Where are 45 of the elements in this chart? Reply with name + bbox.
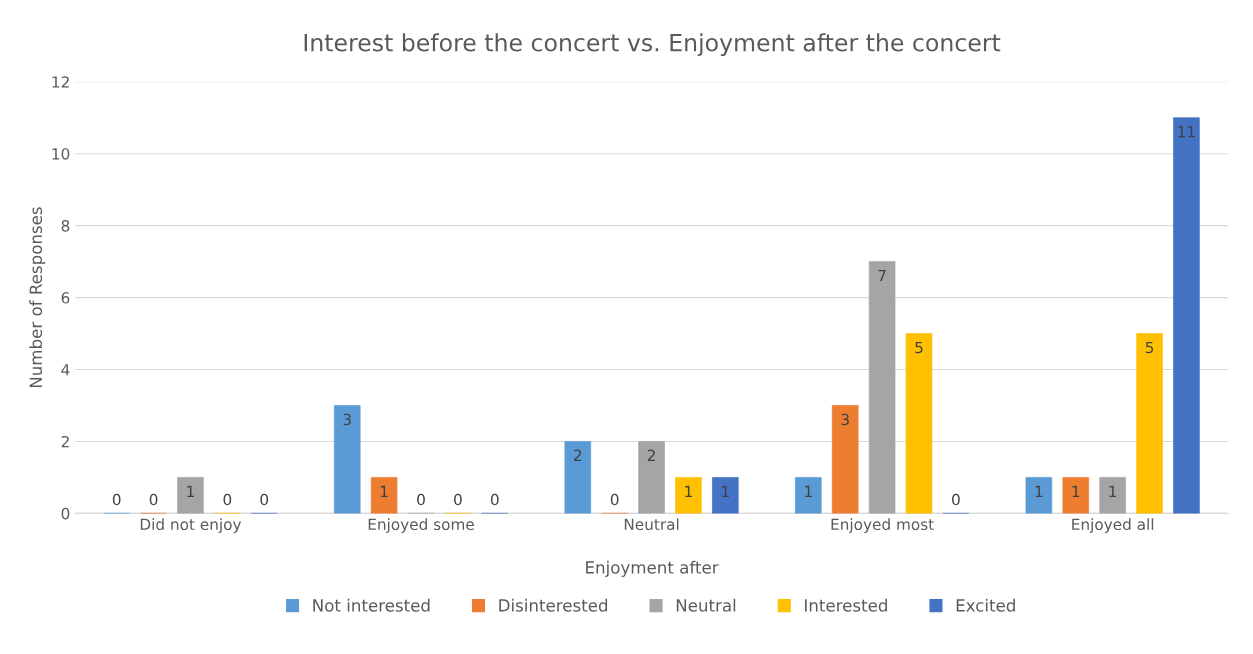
data-label: 1 (685, 485, 692, 497)
data-label: 3 (343, 413, 351, 426)
data-label: 0 (610, 493, 619, 506)
data-label: 0 (223, 493, 232, 506)
legend-label: Not interested (313, 598, 430, 612)
y-tick-label: 8 (61, 220, 70, 232)
data-label: 0 (490, 493, 499, 506)
x-tick-label: Enjoyed some (368, 518, 474, 534)
data-label: 1 (380, 485, 388, 497)
data-label: 5 (1145, 341, 1154, 354)
y-axis-title: Number of Responses (29, 207, 46, 388)
x-tick-label: Did not enjoy (140, 518, 242, 534)
data-label: 7 (878, 269, 886, 282)
data-label: 5 (915, 341, 923, 354)
y-tick-label: 10 (52, 148, 70, 160)
x-tick-label: Neutral (624, 518, 679, 531)
y-tick-label: 2 (61, 435, 69, 448)
data-label: 0 (454, 493, 462, 506)
data-label: 0 (417, 493, 425, 506)
chart-title: Interest before the concert vs. Enjoyment after the concert (304, 33, 1001, 57)
x-tick-label: Enjoyed all (1072, 518, 1154, 534)
data-label: 0 (149, 493, 158, 506)
data-label: 2 (574, 449, 582, 461)
x-tick-label: Enjoyed most (831, 518, 934, 534)
legend-label: Neutral (676, 598, 736, 612)
data-label: 11 (1178, 126, 1195, 138)
y-tick-label: 4 (61, 364, 70, 376)
data-label: 3 (841, 413, 849, 426)
data-label: 0 (260, 493, 269, 506)
data-label: 1 (1109, 485, 1117, 497)
legend-label: Disinterested (499, 598, 608, 612)
legend-label: Excited (956, 598, 1015, 612)
data-label: 1 (1072, 485, 1080, 497)
data-label: 1 (805, 485, 812, 497)
data-label: 1 (722, 485, 729, 497)
x-axis-title: Enjoyment after (586, 560, 719, 577)
y-tick-label: 0 (61, 507, 70, 520)
data-label: 0 (952, 493, 960, 506)
data-label: 2 (647, 449, 655, 461)
legend-label: Interested (805, 598, 887, 612)
data-label: 1 (187, 485, 194, 497)
data-label: 0 (112, 493, 121, 506)
y-tick-label: 6 (61, 292, 70, 304)
data-label: 1 (1035, 485, 1043, 497)
y-tick-label: 12 (52, 76, 69, 88)
